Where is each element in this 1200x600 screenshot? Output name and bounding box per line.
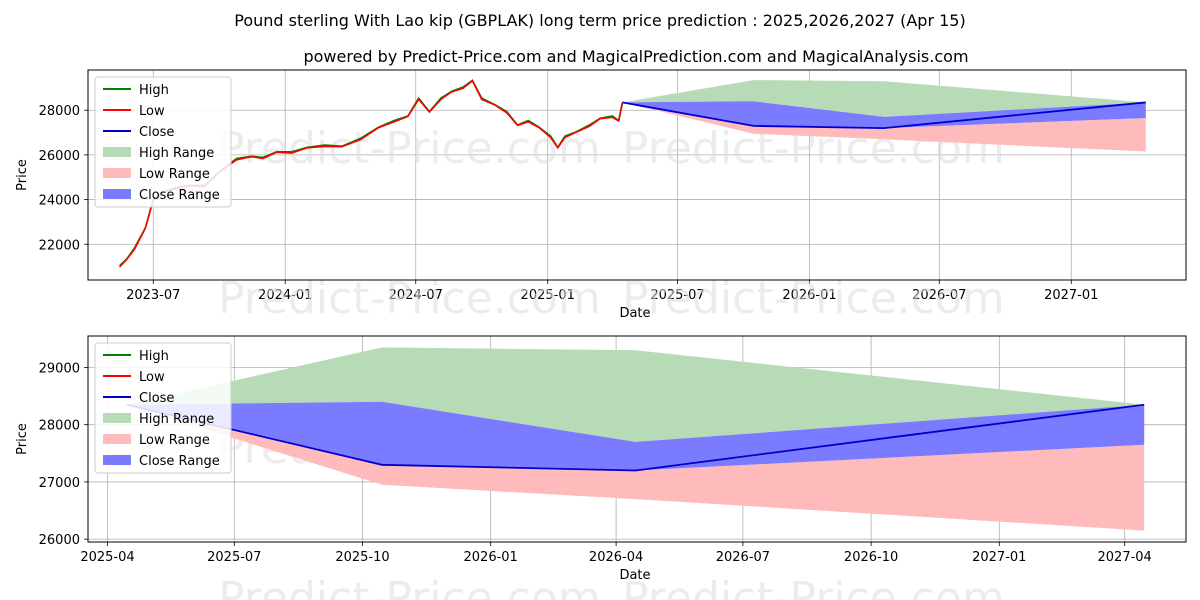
x-tick-label: 2026-07	[912, 288, 966, 303]
legend-label: High	[139, 349, 169, 364]
x-tick-label: 2025-10	[335, 550, 389, 565]
legend-label: Low Range	[139, 167, 210, 182]
y-tick-label: 27000	[39, 476, 80, 491]
y-tick-label: 24000	[39, 194, 80, 209]
legend-label: Close Range	[139, 454, 220, 469]
y-tick-label: 29000	[39, 361, 80, 376]
y-axis-label: Price	[15, 159, 30, 191]
y-axis-label: Price	[15, 423, 30, 455]
x-tick-label: 2026-01	[782, 288, 836, 303]
watermark-text: Predict-Price.com	[218, 123, 601, 174]
close-prediction-line	[622, 101, 1146, 130]
legend-label: High	[139, 83, 169, 98]
x-tick-label: 2025-04	[80, 550, 134, 565]
x-axis-label: Date	[619, 568, 650, 583]
x-tick-label: 2024-01	[258, 288, 312, 303]
x-tick-label: 2027-04	[1098, 550, 1152, 565]
legend-label: Low	[139, 104, 165, 119]
chart-title: Pound sterling With Lao kip (GBPLAK) lon…	[234, 11, 965, 30]
x-tick-label: 2026-04	[589, 550, 643, 565]
legend-label: Close	[139, 391, 174, 406]
legend: High Low Close High Range Low Range Close Ran…	[94, 76, 232, 208]
high-range-band	[127, 347, 1145, 442]
low-range-band	[127, 404, 1145, 531]
y-tick-label: 28000	[39, 104, 80, 119]
x-tick-label: 2027-01	[1044, 288, 1098, 303]
legend-label: Low Range	[139, 433, 210, 448]
legend-swatch-high-range	[103, 147, 131, 157]
watermark-text: Predict-Price.com	[218, 273, 601, 324]
chart-subtitle: powered by Predict-Price.com and Magical…	[303, 47, 968, 66]
x-tick-label: 2026-01	[464, 550, 518, 565]
legend-swatch-close-range	[103, 455, 131, 465]
series-group	[126, 347, 1145, 531]
x-tick-label: 2025-01	[521, 288, 575, 303]
y-tick-label: 26000	[39, 533, 80, 548]
legend-label: High Range	[139, 146, 214, 161]
close-range-band	[127, 401, 1145, 471]
legend-swatch-high-range	[103, 413, 131, 423]
watermark-text: Predict-Price.com	[218, 573, 601, 600]
y-tick-label: 26000	[39, 149, 80, 164]
x-axis-label: Date	[619, 306, 650, 321]
x-tick-label: 2025-07	[650, 288, 704, 303]
legend-label: Low	[139, 370, 165, 385]
x-tick-label: 2023-07	[126, 288, 180, 303]
legend-swatch-low-range	[103, 168, 131, 178]
x-tick-label: 2027-01	[972, 550, 1026, 565]
series-group	[119, 79, 1146, 268]
x-tick-label: 2025-07	[207, 550, 261, 565]
legend: High Low Close High Range Low Range Close Ran…	[94, 342, 232, 474]
panel-2: 26000 27000 28000 29000 2025-04 2025-07 2025-1…	[15, 335, 1187, 600]
x-tick-label: 2026-10	[844, 550, 898, 565]
x-tick-label: 2026-07	[716, 550, 770, 565]
plot-frame	[87, 69, 1187, 281]
y-tick-label: 22000	[39, 238, 80, 253]
high-range-band	[622, 80, 1146, 117]
watermark-text: Predict-Price.com	[622, 573, 1005, 600]
close-prediction-line	[126, 403, 1145, 472]
close-range-band	[622, 101, 1146, 129]
legend-label: Close	[139, 125, 174, 140]
panel-1: 22000 24000 26000 28000 2023-07 2024-01 2024-0…	[15, 69, 1187, 324]
x-tick-label: 2024-07	[389, 288, 443, 303]
low-range-band	[622, 102, 1146, 152]
plot-frame	[87, 335, 1187, 543]
watermark-text: Predict-Price.com	[622, 273, 1005, 324]
legend-swatch-close-range	[103, 189, 131, 199]
legend-swatch-low-range	[103, 434, 131, 444]
y-tick-label: 28000	[39, 419, 80, 434]
legend-label: High Range	[139, 412, 214, 427]
legend-label: Close Range	[139, 188, 220, 203]
